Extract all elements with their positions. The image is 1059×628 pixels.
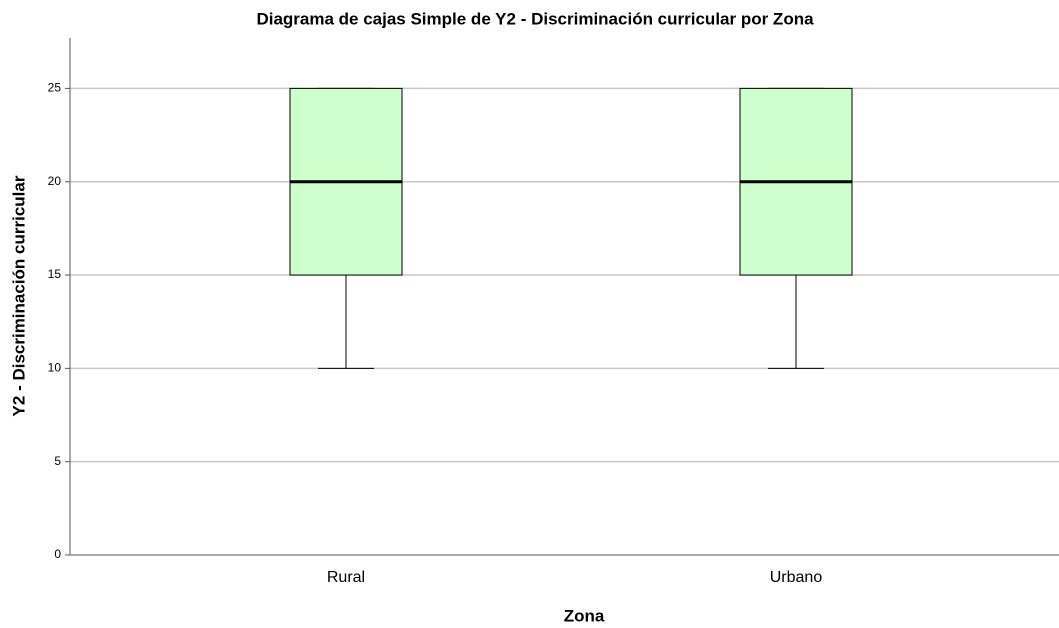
x-axis-label: Zona bbox=[564, 606, 605, 625]
y-tick-label: 15 bbox=[48, 267, 62, 281]
chart-title: Diagrama de cajas Simple de Y2 - Discrim… bbox=[256, 9, 814, 28]
y-tick-label: 25 bbox=[48, 81, 62, 95]
y-tick-label: 10 bbox=[48, 361, 62, 375]
y-tick-label: 5 bbox=[54, 454, 61, 468]
y-axis-label: Y2 - Discriminación curricular bbox=[9, 175, 28, 416]
x-tick-label: Rural bbox=[327, 569, 365, 586]
y-tick-label: 0 bbox=[54, 547, 61, 561]
y-tick-label: 20 bbox=[48, 174, 62, 188]
x-tick-label: Urbano bbox=[770, 569, 823, 586]
